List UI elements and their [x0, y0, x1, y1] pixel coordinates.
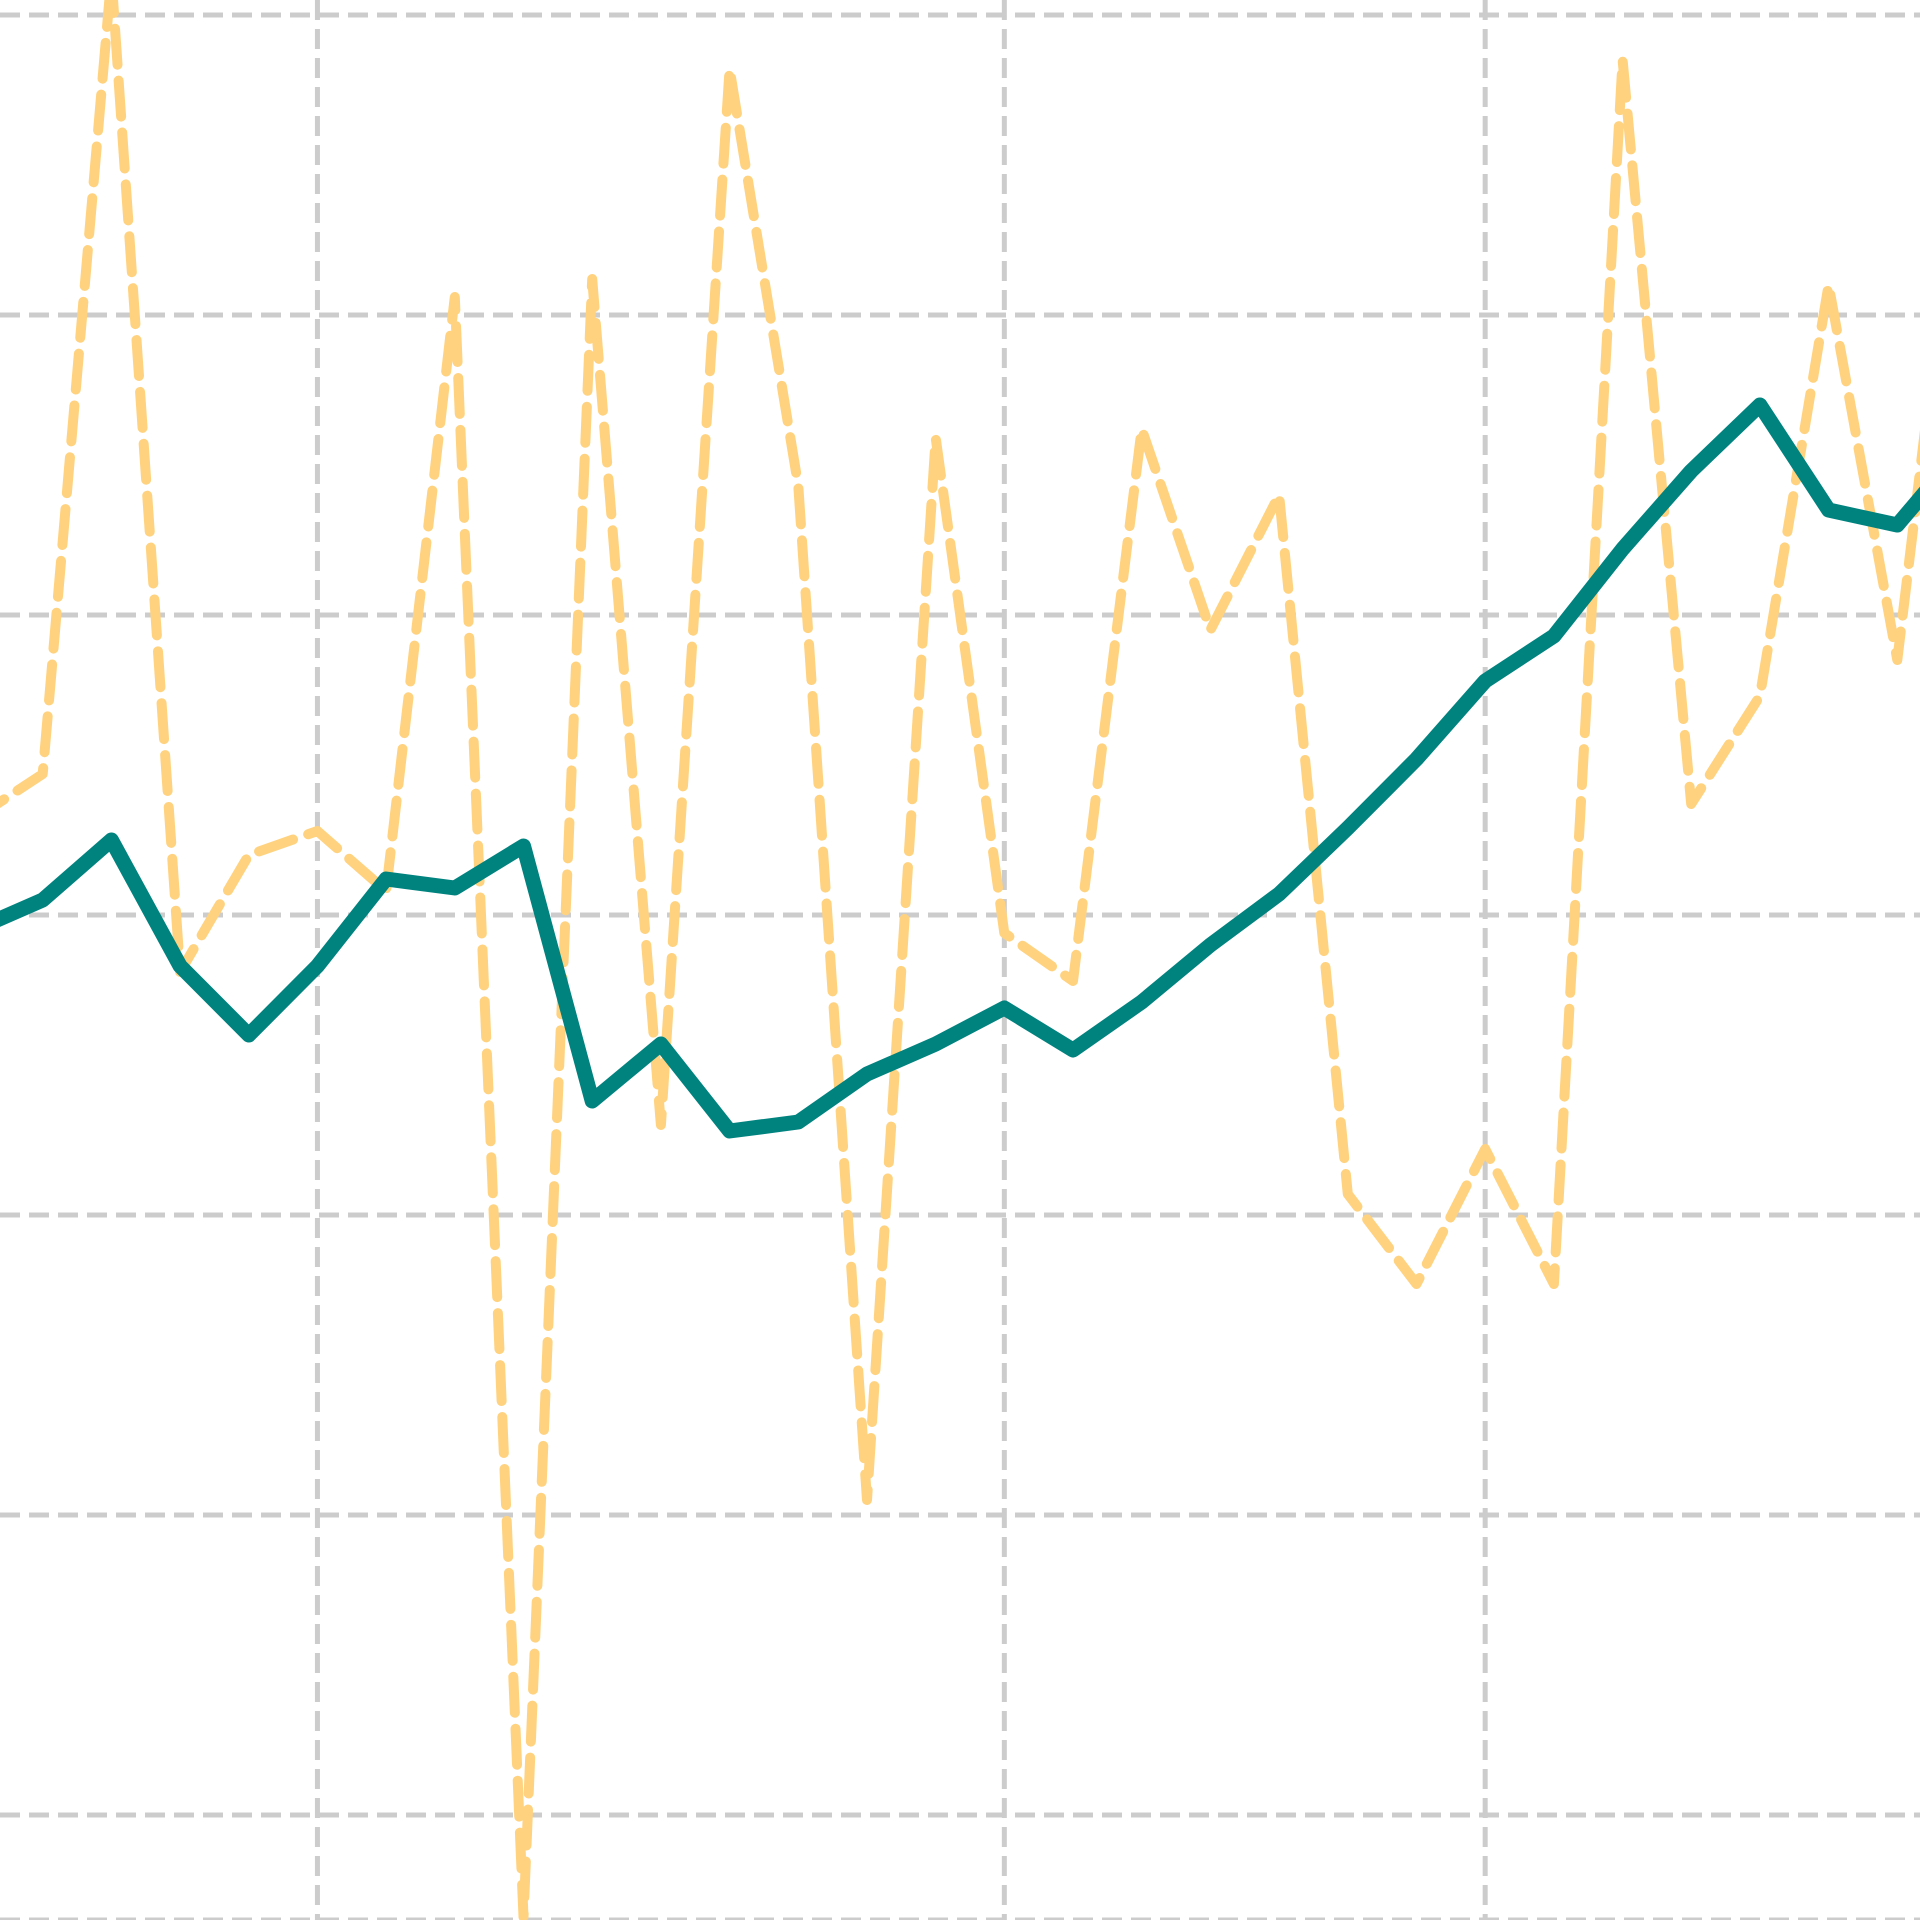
series-solid-line	[0, 397, 1920, 1139]
